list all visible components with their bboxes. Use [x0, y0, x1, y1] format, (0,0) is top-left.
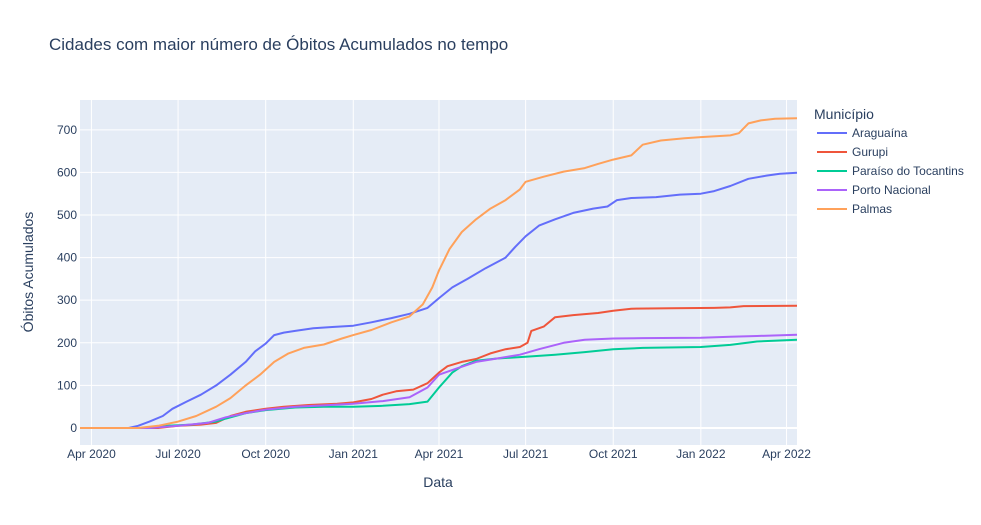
legend[interactable]: Município Araguaína Gurupi Paraíso do Toca…: [814, 106, 964, 216]
series-line: [80, 338, 798, 429]
chart-title: Cidades com maior número de Óbitos Acumu…: [49, 35, 508, 54]
series-line: [80, 117, 798, 429]
x-tick-label: Oct 2021: [589, 447, 638, 461]
legend-label: Araguaína: [852, 126, 908, 140]
series-lines: [80, 117, 798, 429]
x-tick-label: Jan 2022: [676, 447, 726, 461]
x-gridlines: [90, 100, 788, 445]
x-tick-label: Jul 2021: [503, 447, 549, 461]
legend-item[interactable]: Paraíso do Tocantins: [817, 164, 964, 178]
series-line: [80, 333, 798, 429]
y-tick-label: 300: [57, 293, 77, 307]
y-gridlines: [80, 129, 797, 429]
legend-label: Paraíso do Tocantins: [852, 164, 964, 178]
y-tick-label: 600: [57, 165, 77, 179]
y-tick-label: 400: [57, 251, 77, 265]
x-axis-title: Data: [423, 474, 453, 490]
y-tick-label: 0: [70, 421, 77, 435]
x-tick-labels: Apr 2020 Jul 2020 Oct 2020 Jan 2021 Apr 2021…: [67, 447, 811, 461]
legend-label: Porto Nacional: [852, 183, 931, 197]
legend-item[interactable]: Gurupi: [817, 145, 888, 159]
x-tick-label: Apr 2020: [67, 447, 116, 461]
legend-title: Município: [814, 106, 874, 122]
y-tick-label: 200: [57, 336, 77, 350]
x-tick-label: Jul 2020: [155, 447, 201, 461]
legend-item[interactable]: Araguaína: [817, 126, 908, 140]
legend-item[interactable]: Palmas: [817, 202, 892, 216]
legend-item[interactable]: Porto Nacional: [817, 183, 931, 197]
x-tick-label: Oct 2020: [241, 447, 290, 461]
series-line: [80, 171, 798, 429]
y-axis-title: Óbitos Acumulados: [20, 212, 36, 333]
y-tick-label: 100: [57, 378, 77, 392]
y-tick-label: 500: [57, 208, 77, 222]
legend-label: Palmas: [852, 202, 892, 216]
x-tick-label: Apr 2021: [415, 447, 464, 461]
series-line: [80, 304, 798, 429]
y-tick-labels: 0 100 200 300 400 500 600 700: [57, 123, 77, 435]
x-tick-label: Jan 2021: [329, 447, 379, 461]
y-tick-label: 700: [57, 123, 77, 137]
x-tick-label: Apr 2022: [762, 447, 811, 461]
legend-label: Gurupi: [852, 145, 888, 159]
